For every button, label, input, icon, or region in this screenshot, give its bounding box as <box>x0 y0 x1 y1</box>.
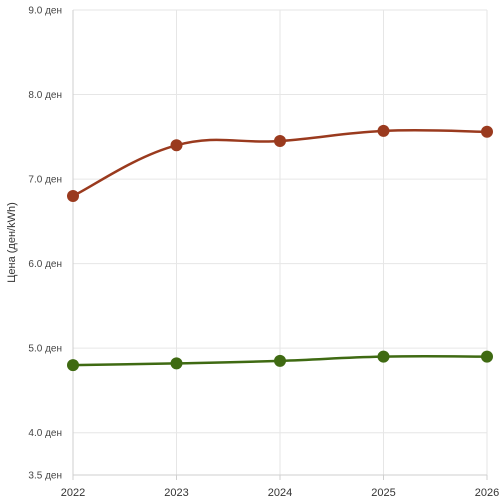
data-points <box>67 124 493 372</box>
x-tick-label: 2026 <box>475 487 499 499</box>
data-point-series-2[interactable] <box>67 359 79 372</box>
data-point-series-1[interactable] <box>67 190 79 202</box>
data-point-series-1[interactable] <box>170 139 183 152</box>
data-point-series-1[interactable] <box>377 124 390 137</box>
x-tick-label: 2022 <box>61 487 85 499</box>
x-tick-label: 2024 <box>268 487 292 499</box>
axes <box>72 10 488 480</box>
y-tick-label: 8.0 ден <box>28 90 62 101</box>
x-tick-label: 2023 <box>164 487 188 499</box>
x-tick-labels: 2022 2023 2024 2025 2026 <box>61 487 499 499</box>
y-tick-label: 7.0 ден <box>28 175 62 186</box>
grid-lines <box>72 9 488 476</box>
data-point-series-1[interactable] <box>274 135 286 148</box>
data-point-series-1[interactable] <box>481 125 493 138</box>
y-tick-label: 3.5 ден <box>28 471 62 482</box>
data-point-series-2[interactable] <box>377 350 390 363</box>
x-tick-label: 2025 <box>371 487 395 499</box>
y-axis-label: Цена (ден/kWh) <box>6 202 18 283</box>
y-tick-labels: 3.5 ден 4.0 ден 5.0 ден 6.0 ден 7.0 ден 8.0 д… <box>28 6 62 482</box>
data-point-series-2[interactable] <box>170 357 183 370</box>
y-tick-label: 6.0 ден <box>28 259 62 270</box>
y-tick-label: 9.0 ден <box>28 6 62 17</box>
data-point-series-2[interactable] <box>481 350 493 363</box>
y-tick-label: 4.0 ден <box>28 428 62 439</box>
y-tick-label: 5.0 ден <box>28 344 62 355</box>
data-point-series-2[interactable] <box>274 354 286 367</box>
